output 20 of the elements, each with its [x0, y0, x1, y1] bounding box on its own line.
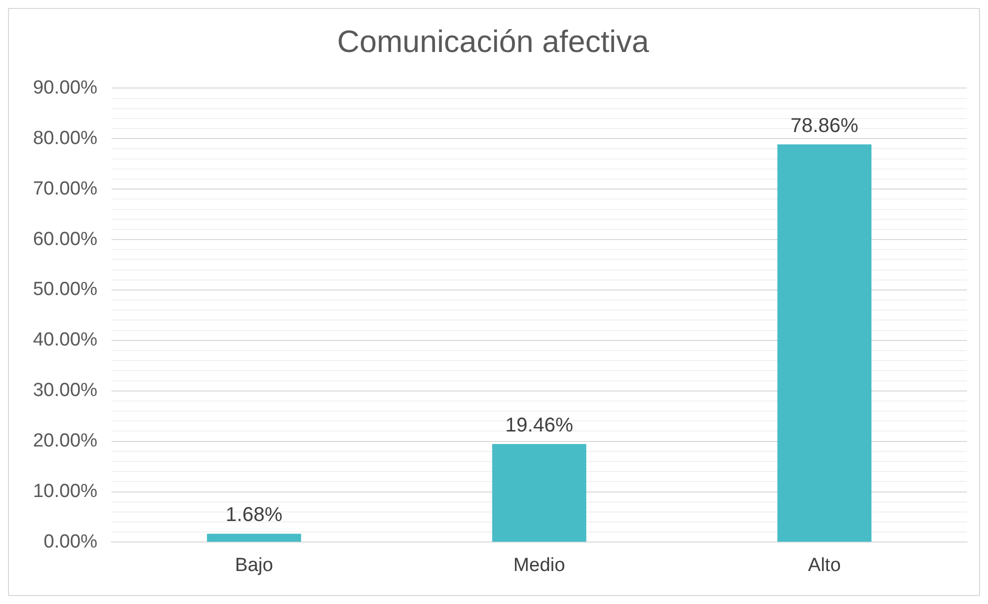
y-tick-label: 0.00% [44, 531, 98, 552]
bar [777, 144, 872, 542]
y-tick-label: 40.00% [32, 330, 98, 351]
y-tick-label: 20.00% [32, 430, 98, 452]
data-label: 78.86% [790, 114, 859, 137]
x-tick-label: Medio [513, 554, 566, 576]
x-tick-label: Bajo [235, 554, 274, 576]
y-tick-label: 10.00% [32, 480, 98, 502]
bar [492, 444, 586, 542]
y-tick-label: 60.00% [32, 228, 98, 250]
y-tick-label: 30.00% [32, 380, 98, 402]
y-tick-label: 80.00% [32, 128, 98, 149]
chart-title: Comunicación afectiva [337, 24, 650, 60]
data-label: 1.68% [226, 504, 283, 526]
y-tick-label: 70.00% [32, 178, 98, 200]
y-tick-label: 50.00% [32, 279, 98, 300]
bar [206, 534, 302, 542]
data-label: 19.46% [505, 414, 574, 437]
x-tick-label: Alto [808, 554, 841, 576]
y-tick-label: 90.00% [32, 77, 98, 98]
